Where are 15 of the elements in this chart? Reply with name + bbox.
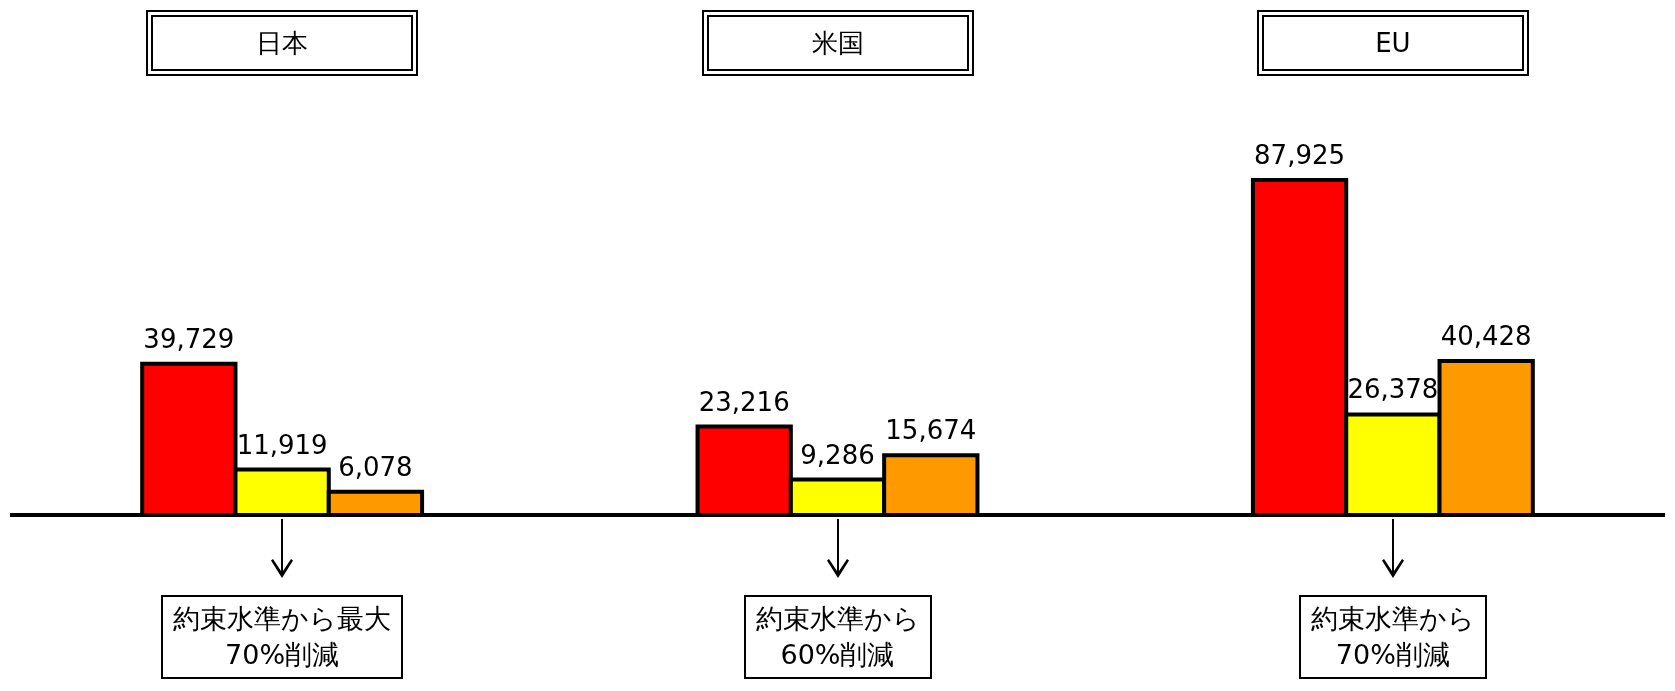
data-label: 23,216 [698, 386, 790, 417]
data-label: 9,286 [800, 439, 875, 470]
data-label: 26,378 [1347, 374, 1439, 405]
x-tick-label: 日本 [256, 27, 309, 58]
data-label: 39,729 [143, 323, 235, 354]
data-label: 40,428 [1440, 320, 1532, 351]
x-tick-label: EU [1375, 27, 1411, 58]
data-label: 6,078 [338, 451, 413, 482]
data-label: 15,674 [885, 415, 977, 446]
x-tick-label: 米国 [811, 27, 864, 58]
text: 約束水準から最大 70%削減 [161, 595, 404, 679]
data-label: 87,925 [1254, 140, 1346, 170]
data-label: 11,919 [236, 429, 328, 460]
text: 約束水準から 60%削減 [743, 595, 932, 679]
text: 約束水準から 70%削減 [1298, 595, 1487, 679]
